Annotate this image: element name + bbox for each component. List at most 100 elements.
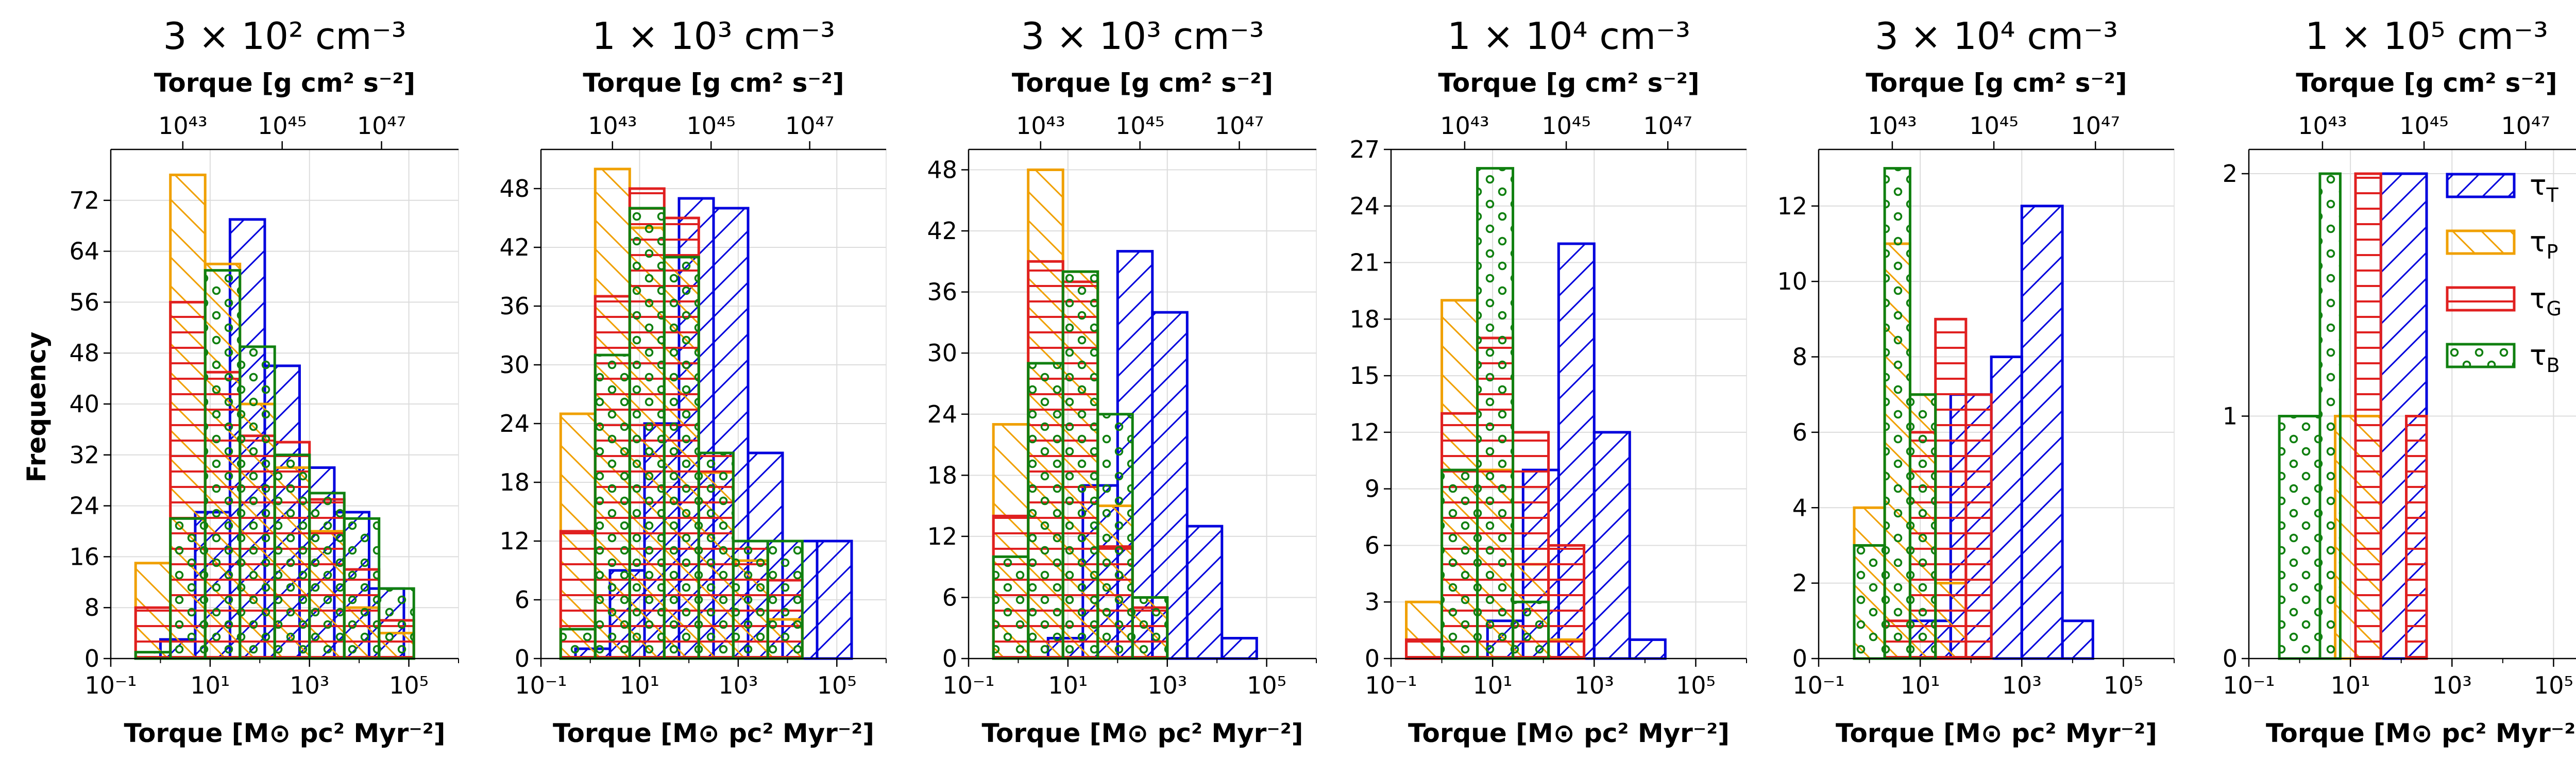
- histogram-bar: [1440, 468, 1479, 660]
- y-tick-label: 12: [1349, 418, 1380, 446]
- series-tau-B: [1853, 167, 1937, 660]
- histogram-bar: [2278, 415, 2321, 660]
- x-axis-label: Torque [M⊙ pc² Myr⁻²]: [1408, 718, 1730, 748]
- histogram-bar: [2318, 172, 2342, 660]
- x-tick-label: 10⁵: [389, 671, 429, 699]
- legend-item-tau-G: τG: [2446, 282, 2562, 320]
- y-tick-label: 18: [1349, 305, 1380, 333]
- y-tick-label: 56: [69, 288, 99, 316]
- x-tick-label: 10³: [2002, 671, 2042, 699]
- histogram-bar: [992, 555, 1030, 660]
- x-tick-label: 10¹: [620, 671, 659, 699]
- x-tick-label: 10¹: [1048, 671, 1088, 699]
- y-tick-label: 10: [1777, 267, 1807, 295]
- series-tau-G: [2354, 172, 2428, 660]
- legend-swatch: [2446, 343, 2516, 368]
- histogram-bar: [2061, 619, 2094, 660]
- legend-swatch: [2446, 173, 2516, 198]
- x-tick-label: 10³: [718, 671, 758, 699]
- x-tick-label: 10³: [1574, 671, 1614, 699]
- top-tick-label: 10⁴⁵: [1969, 112, 2018, 140]
- panel-1: 0 8 16 24 32 40 48 56 64 72 10⁻¹ 10¹ 10³ 10⁵ 10⁴³ 10⁴⁵ 1…: [69, 14, 459, 748]
- top-tick-label: 10⁴⁷: [357, 112, 406, 140]
- legend-symbol: τ: [2530, 169, 2547, 201]
- panel-6: 0 1 2 10⁻¹ 10¹ 10³ 10⁵ 10⁴³ 10⁴⁵ 10⁴⁷ Torque [M⊙ p…: [2223, 14, 2576, 748]
- y-tick-label: 24: [1349, 192, 1380, 220]
- y-tick-label: 0: [1365, 645, 1380, 672]
- histogram-bar: [816, 540, 853, 660]
- y-tick-label: 0: [942, 645, 957, 672]
- x-axis-label: Torque [M⊙ pc² Myr⁻²]: [553, 718, 874, 748]
- y-tick-label: 18: [499, 468, 530, 496]
- x-tick-label: 10⁻¹: [2223, 671, 2275, 699]
- y-tick-label: 48: [927, 156, 957, 184]
- histogram-bar: [273, 453, 311, 660]
- histogram-bar: [663, 256, 700, 660]
- x-tick-label: 10¹: [2331, 671, 2370, 699]
- x-tick-label: 10³: [290, 671, 329, 699]
- histogram-bar: [1027, 362, 1064, 660]
- y-tick-label: 40: [69, 390, 99, 418]
- top-tick-label: 10⁴³: [158, 112, 207, 140]
- legend-swatch: [2446, 229, 2516, 255]
- y-tick-label: 1: [2223, 402, 2238, 430]
- histogram-bar: [1934, 317, 1968, 660]
- y-tick-label: 0: [84, 645, 99, 672]
- histogram-bar: [169, 517, 207, 660]
- y-tick-label: 9: [1365, 475, 1380, 503]
- legend-subscript: T: [2546, 184, 2559, 207]
- legend-symbol: τ: [2530, 226, 2547, 258]
- histogram-bar: [2405, 415, 2428, 660]
- histogram-bar: [1096, 413, 1134, 660]
- panel-title: 3 × 10⁴ cm⁻³: [1875, 14, 2118, 58]
- y-tick-label: 12: [1777, 192, 1807, 220]
- y-tick-label: 48: [499, 175, 530, 203]
- legend-item-tau-B: τB: [2446, 339, 2560, 377]
- panel-2: 0 6 12 18 24 30 36 42 48 10⁻¹ 10¹ 10³ 10⁵ 10⁴³ 10⁴⁵ 10⁴…: [499, 14, 887, 748]
- y-tick-label: 42: [499, 233, 530, 261]
- y-tick-label: 24: [69, 492, 99, 520]
- legend-symbol: τ: [2530, 339, 2547, 372]
- panel-3: 0 6 12 18 24 30 36 42 48 10⁻¹ 10¹ 10³ 10⁵ 10⁴³ 10⁴⁵ 10⁴…: [927, 14, 1317, 748]
- y-tick-label: 36: [927, 278, 957, 306]
- top-axis-label: Torque [g cm² s⁻²]: [1438, 68, 1699, 98]
- histogram-bar: [732, 540, 769, 660]
- top-tick-label: 10⁴³: [2298, 112, 2347, 140]
- histogram-bar: [1628, 638, 1667, 660]
- histogram-bar: [378, 587, 415, 660]
- legend-subscript: P: [2547, 241, 2558, 263]
- y-tick-label: 18: [927, 461, 957, 489]
- y-tick-label: 48: [69, 339, 99, 367]
- y-tick-label: 16: [69, 543, 99, 570]
- x-tick-label: 10⁵: [1676, 671, 1716, 699]
- panel-title: 1 × 10³ cm⁻³: [592, 14, 835, 58]
- y-tick-label: 6: [515, 586, 530, 614]
- histogram-bar: [1883, 167, 1911, 660]
- histogram-bar: [1061, 270, 1099, 660]
- top-tick-label: 10⁴⁷: [2071, 112, 2120, 140]
- x-tick-label: 10⁻¹: [942, 671, 994, 699]
- x-axis-label: Torque [M⊙ pc² Myr⁻²]: [124, 718, 446, 748]
- legend-subscript: B: [2547, 354, 2560, 377]
- top-tick-label: 10⁴³: [1868, 112, 1917, 140]
- top-tick-label: 10⁴⁵: [258, 112, 307, 140]
- panel-5: 0 2 4 6 8 10 12 10⁻¹ 10¹ 10³ 10⁵ 10⁴³ 10⁴⁵ 10⁴⁷ Torque…: [1777, 14, 2175, 748]
- top-tick-label: 10⁴³: [1440, 112, 1489, 140]
- legend-swatch: [2446, 286, 2516, 312]
- histogram-bar: [1185, 525, 1224, 660]
- histogram-bar: [1592, 431, 1631, 660]
- x-tick-label: 10⁵: [2534, 671, 2573, 699]
- histogram-bar: [2354, 172, 2382, 660]
- top-tick-label: 10⁴⁵: [687, 112, 736, 140]
- y-tick-label: 0: [515, 645, 530, 672]
- histogram-bar: [1221, 636, 1258, 660]
- y-tick-label: 36: [499, 292, 530, 320]
- histogram-bar: [628, 207, 666, 660]
- y-tick-label: 15: [1349, 362, 1380, 390]
- x-axis-label: Torque [M⊙ pc² Myr⁻²]: [982, 718, 1303, 748]
- histogram-bar: [2020, 205, 2064, 660]
- x-tick-label: 10³: [1147, 671, 1187, 699]
- histogram-bar: [766, 540, 804, 660]
